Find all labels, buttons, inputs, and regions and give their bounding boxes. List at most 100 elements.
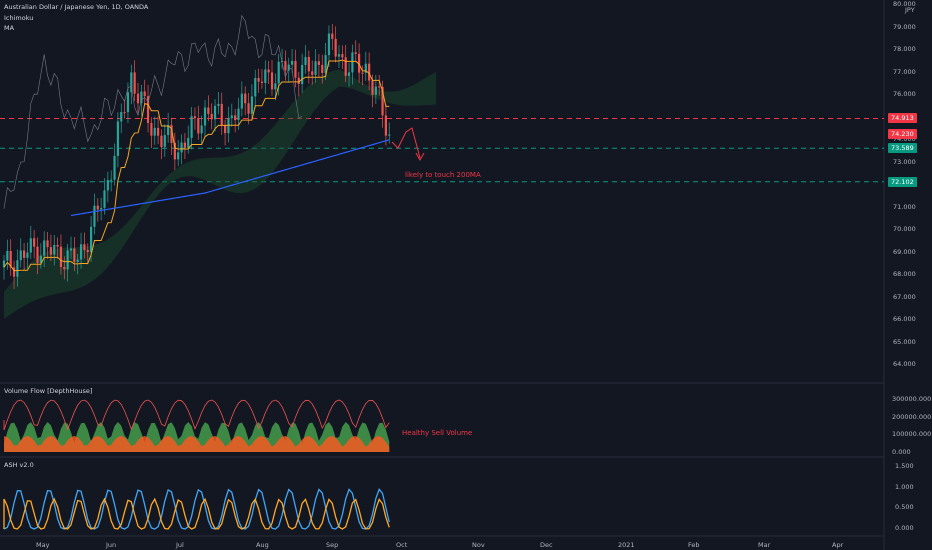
time-tick-label: Aug <box>256 541 269 549</box>
candle-body <box>120 112 123 122</box>
candle-body <box>193 116 197 119</box>
candle-body <box>90 226 93 253</box>
candle-body <box>153 127 156 136</box>
price-tick-label: 70.000 <box>893 225 916 233</box>
candle-body <box>46 240 49 248</box>
candle-body <box>143 91 146 97</box>
annotation-200ma: likely to touch 200MA <box>405 171 481 179</box>
currency-label: JPY <box>905 6 915 14</box>
volume-tick-label: 300000.000 <box>892 395 932 403</box>
candle-body <box>106 180 109 191</box>
candle-body <box>301 64 304 85</box>
candle-body <box>130 72 133 93</box>
candle-body <box>230 115 233 119</box>
ash-bull-line <box>3 487 390 530</box>
candle-body <box>341 54 344 58</box>
price-tick-label: 64.000 <box>893 360 916 368</box>
ma200-line <box>70 139 390 217</box>
candle-body <box>136 93 140 104</box>
candle-body <box>264 69 267 83</box>
candle-body <box>351 52 354 73</box>
candle-body <box>190 116 193 138</box>
candle-body <box>291 60 294 65</box>
candle-body <box>33 238 36 247</box>
annotation-sell-volume: Healthy Sell Volume <box>402 429 473 437</box>
candle-body <box>240 93 243 109</box>
candle-body <box>384 115 387 136</box>
candle-body <box>247 103 250 114</box>
candle-body <box>374 86 377 95</box>
candle-body <box>368 63 371 81</box>
ash-tick-label: 1.000 <box>895 482 914 491</box>
price-tick-label: 69.000 <box>893 247 916 256</box>
candle-body <box>113 155 116 180</box>
ash-bear-line <box>3 497 390 530</box>
price-badge: 74.913 <box>888 113 917 124</box>
candle-body <box>267 69 270 73</box>
candle-body <box>344 57 347 76</box>
time-tick-label: Feb <box>688 541 700 549</box>
candle-body <box>180 142 183 153</box>
candle-body <box>79 244 83 260</box>
candle-body <box>26 252 29 258</box>
candle-body <box>9 250 12 268</box>
candle-body <box>29 238 32 253</box>
candle-body <box>63 267 66 270</box>
time-tick-label: May <box>36 541 50 549</box>
price-badge: 73.589 <box>888 143 917 154</box>
candle-body <box>167 124 170 136</box>
candle-body <box>66 250 69 270</box>
candle-body <box>93 205 96 227</box>
candle-body <box>237 108 240 121</box>
volume-tick-label: 0.000 <box>892 447 911 456</box>
candle-body <box>203 107 207 126</box>
ichimoku-cloud <box>4 69 437 319</box>
volume-pane-title[interactable]: Volume Flow [DepthHouse] <box>4 387 93 395</box>
candle-body <box>210 113 213 120</box>
tenkan-line <box>3 59 390 272</box>
candle-body <box>53 244 56 255</box>
candle-body <box>6 250 9 261</box>
candle-body <box>100 207 103 210</box>
candle-body <box>39 255 42 263</box>
candle-body <box>254 78 257 97</box>
price-badge: 74.230 <box>888 128 917 139</box>
candle-body <box>274 83 277 90</box>
indicator-ma[interactable]: MA <box>4 24 15 32</box>
candle-body <box>207 107 210 114</box>
candle-body <box>36 246 39 263</box>
forecast-arrowhead <box>415 152 425 162</box>
ash-pane-title[interactable]: ASH v2.0 <box>4 461 34 469</box>
candle-body <box>250 96 253 114</box>
price-tick-label: 67.000 <box>893 292 916 301</box>
candle-body <box>224 125 227 134</box>
ash-tick-label: 0.500 <box>895 503 914 511</box>
candle-body <box>140 91 143 104</box>
candle-body <box>381 86 384 116</box>
candle-body <box>260 81 264 83</box>
candle-body <box>160 135 163 147</box>
indicator-ichimoku[interactable]: Ichimoku <box>4 14 34 22</box>
candle-body <box>187 137 190 148</box>
candle-body <box>371 80 374 95</box>
symbol-title[interactable]: Australian Dollar / Japanese Yen, 1D, OA… <box>4 3 149 11</box>
candle-body <box>43 240 46 256</box>
price-tick-label: 65.000 <box>893 337 916 346</box>
candle-body <box>83 244 86 251</box>
candle-body <box>73 248 76 262</box>
time-tick-label: Dec <box>540 541 553 549</box>
price-tick-label: 78.000 <box>893 45 916 53</box>
price-tick-label: 77.000 <box>893 67 916 76</box>
candle-body <box>133 72 136 94</box>
candle-body <box>324 55 327 73</box>
candle-body <box>23 250 26 258</box>
candle-body <box>110 179 113 181</box>
candle-body <box>234 115 237 121</box>
time-tick-label: Sep <box>326 541 339 549</box>
candle-body <box>287 64 290 71</box>
ash-tick-label: 0.000 <box>895 523 914 532</box>
candle-body <box>334 38 337 57</box>
candle-body <box>257 78 260 82</box>
candle-body <box>347 72 351 76</box>
